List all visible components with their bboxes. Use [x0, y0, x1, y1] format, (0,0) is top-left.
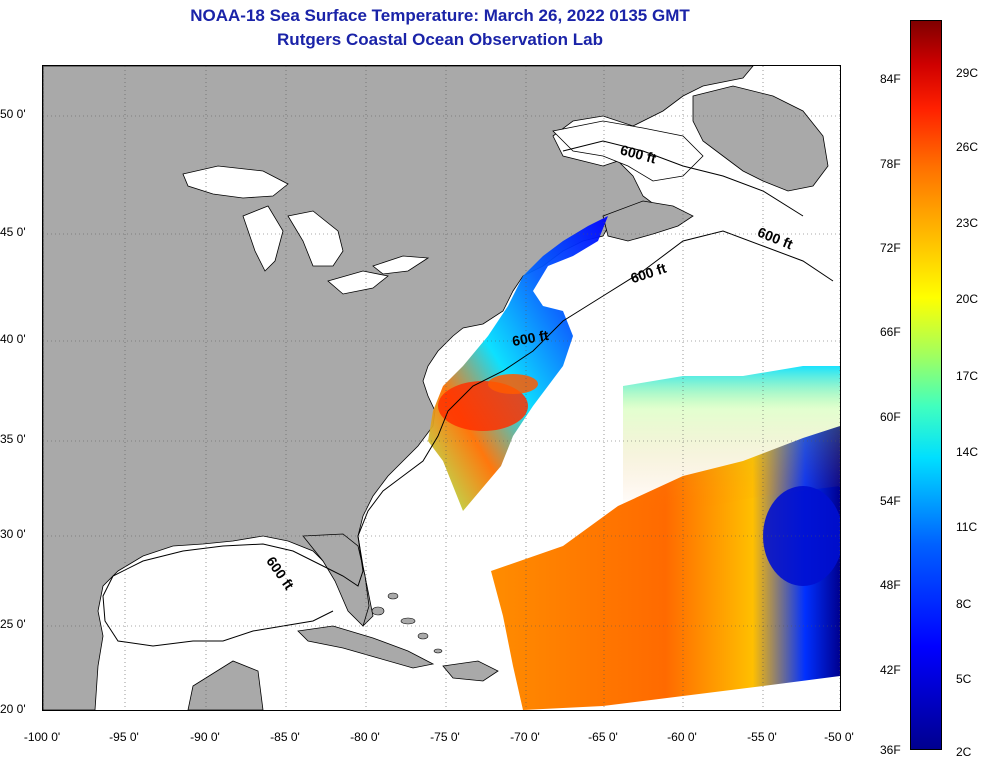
- map-title: NOAA-18 Sea Surface Temperature: March 2…: [190, 6, 690, 25]
- sst-swath-south-cool: [623, 366, 840, 511]
- longitude-label: -90 0': [190, 730, 220, 744]
- latitude-label: 20 0': [0, 702, 26, 716]
- colorbar-c-label: 8C: [956, 597, 972, 611]
- longitude-label: -60 0': [667, 730, 697, 744]
- colorbar-f-label: 60F: [880, 410, 901, 424]
- land-newfoundland: [692, 85, 829, 192]
- colorbar-c-label: 26C: [956, 140, 979, 154]
- colorbar-c-label: 23C: [956, 216, 979, 230]
- sst-cold-patch: [763, 486, 840, 586]
- depth-contour-600ft: [102, 230, 834, 647]
- colorbar-f-label: 36F: [880, 743, 901, 757]
- colorbar-f-label: 48F: [880, 578, 901, 592]
- land-yucatan: [187, 660, 264, 710]
- colorbar-c-label: 17C: [956, 369, 979, 383]
- longitude-label: -85 0': [270, 730, 300, 744]
- latitude-label: 35 0': [0, 432, 26, 446]
- sst-map: [42, 65, 841, 711]
- longitude-label: -65 0': [588, 730, 618, 744]
- land-north-america: [43, 66, 754, 710]
- gulf-st-lawrence: [552, 120, 704, 182]
- latitude-label: 30 0': [0, 527, 26, 541]
- colorbar-c-label: 14C: [956, 445, 979, 459]
- longitude-label: -75 0': [430, 730, 460, 744]
- colorbar-c-label: 11C: [956, 520, 978, 534]
- colorbar-c-label: 5C: [956, 672, 972, 686]
- land-hispaniola: [442, 660, 499, 682]
- latitude-label: 40 0': [0, 332, 26, 346]
- longitude-label: -95 0': [109, 730, 139, 744]
- colorbar-f-label: 54F: [880, 494, 901, 508]
- colorbar-f-label: 72F: [880, 241, 901, 255]
- graticule: [43, 66, 840, 710]
- land-florida: [302, 533, 370, 627]
- longitude-label: -80 0': [350, 730, 380, 744]
- map-canvas: [43, 66, 840, 710]
- colorbar-c-label: 29C: [956, 66, 979, 80]
- longitude-label: -70 0': [510, 730, 540, 744]
- sst-swath-north: [428, 216, 608, 511]
- colorbar-f-label: 66F: [880, 325, 901, 339]
- colorbar-f-label: 84F: [880, 72, 901, 86]
- colorbar-f-label: 42F: [880, 663, 901, 677]
- longitude-label: -100 0': [23, 730, 61, 744]
- land-nova-scotia: [602, 200, 694, 242]
- latitude-label: 45 0': [0, 225, 26, 239]
- great-lakes: [182, 165, 430, 295]
- longitude-label: -55 0': [747, 730, 777, 744]
- temperature-colorbar: [910, 20, 942, 750]
- sst-warm-eddy-2: [488, 374, 538, 394]
- colorbar-c-label: 2C: [956, 745, 972, 759]
- map-subtitle: Rutgers Coastal Ocean Observation Lab: [277, 30, 603, 49]
- longitude-label: -50 0': [824, 730, 854, 744]
- latitude-label: 25 0': [0, 617, 26, 631]
- latitude-label: 50 0': [0, 107, 26, 121]
- colorbar-f-label: 78F: [880, 157, 901, 171]
- bahamas-islets: [371, 592, 443, 654]
- colorbar-c-label: 20C: [956, 292, 979, 306]
- land-cuba: [297, 625, 435, 669]
